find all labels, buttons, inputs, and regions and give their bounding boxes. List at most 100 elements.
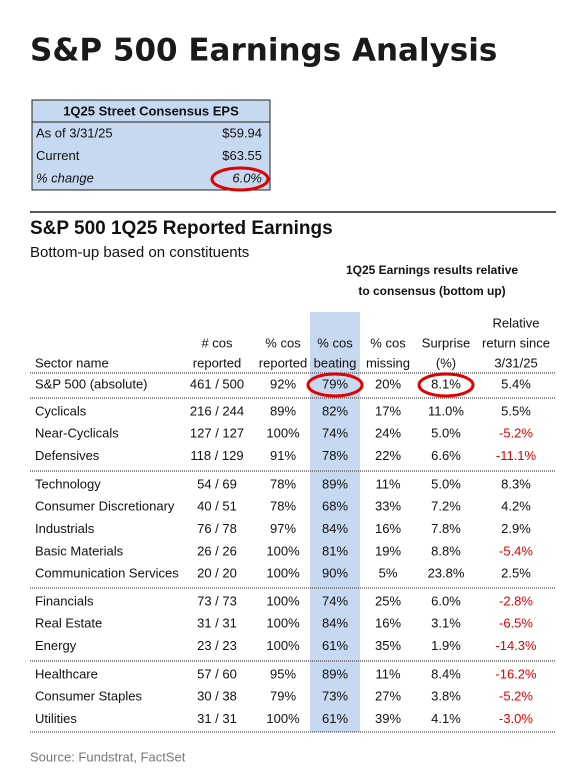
cell-value: 33% (375, 499, 401, 514)
cell-value: 92% (270, 376, 296, 391)
cell-value: 100% (266, 543, 300, 558)
eps-label: As of 3/31/25 (36, 125, 113, 140)
cell-value: 4.1% (431, 711, 461, 726)
cell-value: 23 / 23 (197, 638, 237, 653)
cell-value: 97% (270, 521, 296, 536)
column-header: (%) (436, 355, 456, 370)
sector-name: Technology (35, 476, 101, 491)
cell-value: 100% (266, 616, 300, 631)
column-header: Sector name (35, 355, 109, 370)
cell-value: 8.3% (501, 476, 531, 491)
cell-value: 461 / 500 (190, 376, 244, 391)
cell-value: 74% (322, 593, 348, 608)
sector-name: Healthcare (35, 666, 98, 681)
cell-value: -11.1% (496, 448, 537, 463)
eps-value: $59.94 (222, 125, 262, 140)
cell-value: 61% (322, 638, 348, 653)
cell-value: 11% (375, 476, 400, 491)
cell-value: 5.0% (431, 426, 461, 441)
column-header: % cos (317, 335, 353, 350)
eps-value: $63.55 (222, 148, 262, 163)
sector-name: Financials (35, 593, 94, 608)
cell-value: 73% (322, 689, 348, 704)
cell-value: 25% (375, 593, 401, 608)
cell-value: 78% (270, 499, 296, 514)
cell-value: 40 / 51 (197, 499, 237, 514)
eps-label: Current (36, 148, 80, 163)
cell-value: 27% (375, 689, 401, 704)
column-header: return since (482, 335, 550, 350)
cell-value: 7.2% (431, 499, 461, 514)
cell-value: 23.8% (428, 566, 465, 581)
cell-value: 81% (322, 543, 348, 558)
highlight-circle (417, 372, 475, 398)
cell-value: 19% (375, 543, 401, 558)
cell-value: 5% (379, 566, 398, 581)
sector-name: Real Estate (35, 616, 102, 631)
sector-name: Communication Services (35, 566, 179, 581)
cell-value: 79% (270, 689, 296, 704)
column-header: missing (366, 355, 410, 370)
sector-name: Industrials (35, 521, 95, 536)
column-header: 3/31/25 (494, 355, 537, 370)
cell-value: -3.0% (499, 711, 533, 726)
cell-value: 24% (375, 426, 401, 441)
cell-value: 3.1% (431, 616, 461, 631)
cell-value: 118 / 129 (190, 448, 243, 463)
cell-value: 4.2% (501, 499, 531, 514)
cell-value: 89% (322, 476, 348, 491)
sector-name: Defensives (35, 448, 100, 463)
cell-value: -5.2% (499, 689, 533, 704)
column-header: beating (314, 355, 357, 370)
cell-value: 20 / 20 (197, 566, 237, 581)
cell-value: 31 / 31 (197, 711, 237, 726)
cell-value: 100% (266, 638, 300, 653)
cell-value: 7.8% (431, 521, 461, 536)
highlight-circle (210, 166, 270, 192)
cell-value: 30 / 38 (197, 689, 237, 704)
column-header: % cos (370, 335, 406, 350)
cell-value: 100% (266, 426, 300, 441)
cell-value: -6.5% (499, 616, 533, 631)
cell-value: 16% (375, 521, 401, 536)
cell-value: 20% (375, 376, 401, 391)
group-header: 1Q25 Earnings results relative (346, 263, 518, 277)
cell-value: 1.9% (431, 638, 461, 653)
cell-value: 57 / 60 (197, 666, 237, 681)
cell-value: 26 / 26 (197, 543, 237, 558)
cell-value: 17% (375, 403, 401, 418)
cell-value: 127 / 127 (190, 426, 244, 441)
beating-highlight (310, 312, 360, 732)
cell-value: 6.0% (431, 593, 461, 608)
sector-name: Cyclicals (35, 403, 87, 418)
cell-value: 78% (322, 448, 348, 463)
cell-value: 78% (270, 476, 296, 491)
cell-value: 84% (322, 616, 348, 631)
cell-value: 216 / 244 (190, 403, 244, 418)
column-header: reported (259, 355, 307, 370)
cell-value: 89% (322, 666, 348, 681)
cell-value: 16% (375, 616, 401, 631)
sector-name: Basic Materials (35, 543, 124, 558)
cell-value: 95% (270, 666, 296, 681)
cell-value: 8.1% (431, 376, 461, 391)
cell-value: 35% (375, 638, 401, 653)
cell-value: 68% (322, 499, 348, 514)
cell-value: 84% (322, 521, 348, 536)
cell-value: 91% (270, 448, 296, 463)
cell-value: 54 / 69 (197, 476, 237, 491)
sector-name: S&P 500 (absolute) (35, 376, 148, 391)
cell-value: 100% (266, 711, 300, 726)
cell-value: 89% (270, 403, 296, 418)
eps-label: % change (36, 170, 94, 185)
cell-value: 6.6% (431, 448, 461, 463)
cell-value: 8.8% (431, 543, 461, 558)
sector-name: Consumer Staples (35, 689, 142, 704)
source: Source: Fundstrat, FactSet (30, 749, 186, 764)
cell-value: 82% (322, 403, 348, 418)
cell-value: 3.8% (431, 689, 461, 704)
cell-value: -5.4% (499, 543, 533, 558)
cell-value: 11% (375, 666, 400, 681)
sector-name: Utilities (35, 711, 77, 726)
